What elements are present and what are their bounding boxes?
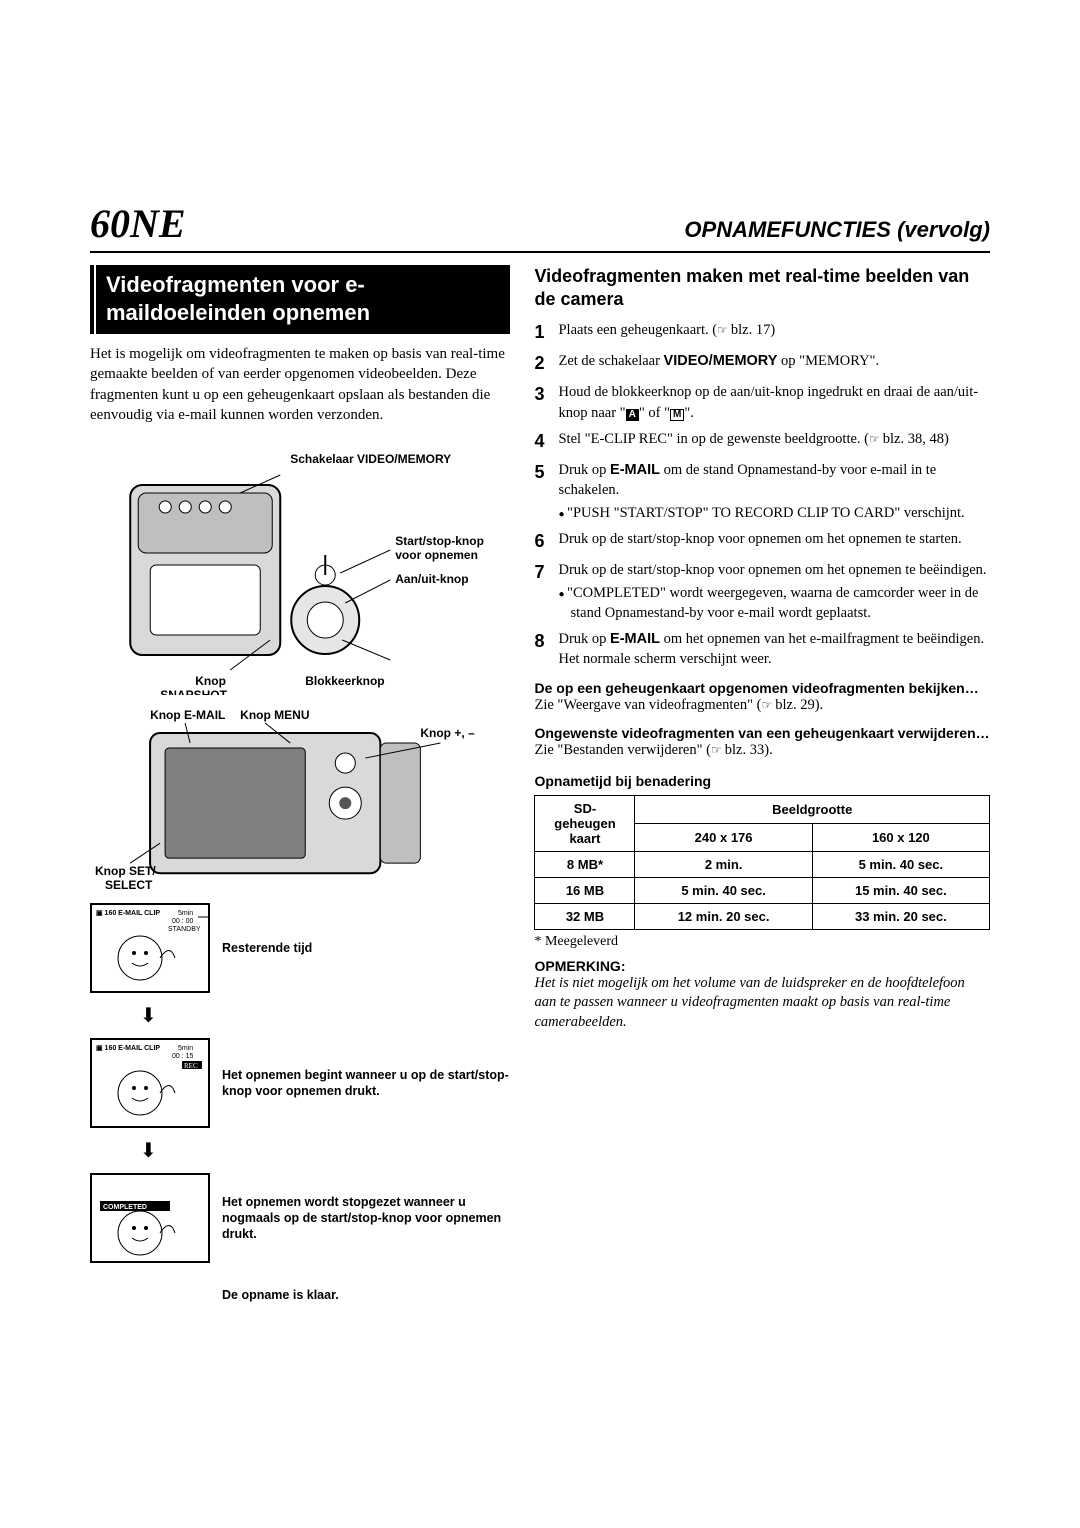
svg-text:▣ 160 E-MAIL CLIP: ▣ 160 E-MAIL CLIP — [96, 910, 160, 917]
section-title: OPNAMEFUNCTIES (vervolg) — [684, 217, 990, 243]
svg-text:COMPLETED: COMPLETED — [103, 1204, 147, 1211]
rear-panel-diagram: Knop E-MAIL Knop MENU Knop +, – Knop SET… — [90, 703, 510, 893]
table-header: 160 x 120 — [812, 823, 989, 851]
camcorder-diagram: Schakelaar VIDEO/MEMORY Start/stop-knopv… — [90, 435, 510, 695]
table-row: 32 MB 12 min. 20 sec. 33 min. 20 sec. — [535, 903, 990, 929]
intro-paragraph: Het is mogelijk om videofragmenten te ma… — [90, 344, 510, 425]
see-also-1-body: Zie "Weergave van videofragmenten" (blz.… — [534, 696, 990, 716]
mode-a-icon: A — [626, 409, 639, 421]
svg-text:Blokkeerknop: Blokkeerknop — [305, 674, 384, 688]
svg-text:REC: REC — [184, 1062, 198, 1070]
mode-m-icon: M — [670, 409, 684, 421]
page-header: 60NE OPNAMEFUNCTIES (vervolg) — [90, 200, 990, 253]
step-3: 3 Houd de blokkeerknop op de aan/uit-kno… — [534, 382, 990, 423]
arrow-down-icon: ⬇ — [140, 1003, 510, 1028]
table-header: Beeldgrootte — [635, 795, 990, 823]
svg-text:5min: 5min — [178, 1045, 193, 1052]
table-row: 8 MB* 2 min. 5 min. 40 sec. — [535, 851, 990, 877]
steps-list: 1 Plaats een geheugenkaart. (blz. 17) 2 … — [534, 320, 990, 670]
svg-text:Knop SET/SELECT: Knop SET/SELECT — [95, 864, 156, 892]
screen-state-4: De opname is klaar. — [90, 1287, 510, 1303]
note-body: Het is niet mogelijk om het volume van d… — [534, 974, 990, 1033]
recording-time-table: SD-geheugen kaart Beeldgrootte 240 x 176… — [534, 795, 990, 930]
left-column: Videofragmenten voor e-maildoeleinden op… — [90, 265, 510, 1313]
columns: Videofragmenten voor e-maildoeleinden op… — [90, 265, 990, 1313]
svg-text:5min: 5min — [178, 910, 193, 917]
page-number-block: 60NE — [90, 200, 186, 247]
arrow-down-icon: ⬇ — [140, 1138, 510, 1163]
screen-state-3: COMPLETED Het opnemen wordt stopgezet wa… — [90, 1173, 510, 1263]
step-2: 2 Zet de schakelaar VIDEO/MEMORY op "MEM… — [534, 351, 990, 376]
screen-state-2: ▣ 160 E-MAIL CLIP 5min 00 : 15 REC Het o… — [90, 1038, 510, 1128]
svg-text:00 : 00: 00 : 00 — [172, 918, 194, 925]
table-footnote: * Meegeleverd — [534, 934, 990, 950]
step-6: 6 Druk op de start/stop-knop voor opneme… — [534, 529, 990, 554]
table-header: SD-geheugen kaart — [535, 795, 635, 851]
see-also-1-head: De op een geheugenkaart opgenomen videof… — [534, 680, 990, 696]
svg-text:KnopSNAPSHOT: KnopSNAPSHOT — [160, 674, 227, 695]
label-schakelaar: Schakelaar VIDEO/MEMORY — [290, 452, 451, 466]
svg-text:Aan/uit-knop: Aan/uit-knop — [395, 572, 468, 586]
svg-text:Knop E-MAIL: Knop E-MAIL — [150, 708, 225, 722]
screen-caption-3: Het opnemen wordt stopgezet wanneer u no… — [222, 1194, 510, 1243]
table-row: 16 MB 5 min. 40 sec. 15 min. 40 sec. — [535, 877, 990, 903]
see-also-2-body: Zie "Bestanden verwijderen" (blz. 33). — [534, 741, 990, 761]
page-suffix: NE — [130, 201, 186, 246]
svg-text:00 : 15: 00 : 15 — [172, 1053, 194, 1060]
page-number: 60 — [90, 201, 130, 246]
step-7: 7 Druk op de start/stop-knop voor opneme… — [534, 560, 990, 623]
svg-text:Start/stop-knopvoor opnemen: Start/stop-knopvoor opnemen — [395, 534, 484, 562]
screen-state-1: ▣ 160 E-MAIL CLIP 5min 00 : 00 STANDBY R… — [90, 903, 510, 993]
table-row: SD-geheugen kaart Beeldgrootte — [535, 795, 990, 823]
step-4: 4 Stel "E-CLIP REC" in op de gewenste be… — [534, 429, 990, 454]
right-column: Videofragmenten maken met real-time beel… — [534, 265, 990, 1313]
see-also-2-head: Ongewenste videofragmenten van een geheu… — [534, 725, 990, 741]
step-1: 1 Plaats een geheugenkaart. (blz. 17) — [534, 320, 990, 345]
note-heading: OPMERKING: — [534, 958, 990, 974]
screen-caption-1: Resterende tijd — [222, 940, 312, 956]
screen-caption-2: Het opnemen begint wanneer u op de start… — [222, 1067, 510, 1100]
screen-caption-4: De opname is klaar. — [222, 1287, 339, 1303]
table-header: 240 x 176 — [635, 823, 812, 851]
svg-text:Knop MENU: Knop MENU — [240, 708, 309, 722]
subheading: Videofragmenten maken met real-time beel… — [534, 265, 990, 310]
black-heading: Videofragmenten voor e-maildoeleinden op… — [90, 265, 510, 334]
svg-text:Knop +, –: Knop +, – — [420, 726, 475, 740]
table-title: Opnametijd bij benadering — [534, 773, 990, 789]
step-8: 8 Druk op E-MAIL om het opnemen van het … — [534, 629, 990, 670]
svg-text:▣ 160 E-MAIL CLIP: ▣ 160 E-MAIL CLIP — [96, 1045, 160, 1052]
step-5: 5 Druk op E-MAIL om de stand Opnamestand… — [534, 460, 990, 523]
svg-text:STANDBY: STANDBY — [168, 926, 201, 933]
